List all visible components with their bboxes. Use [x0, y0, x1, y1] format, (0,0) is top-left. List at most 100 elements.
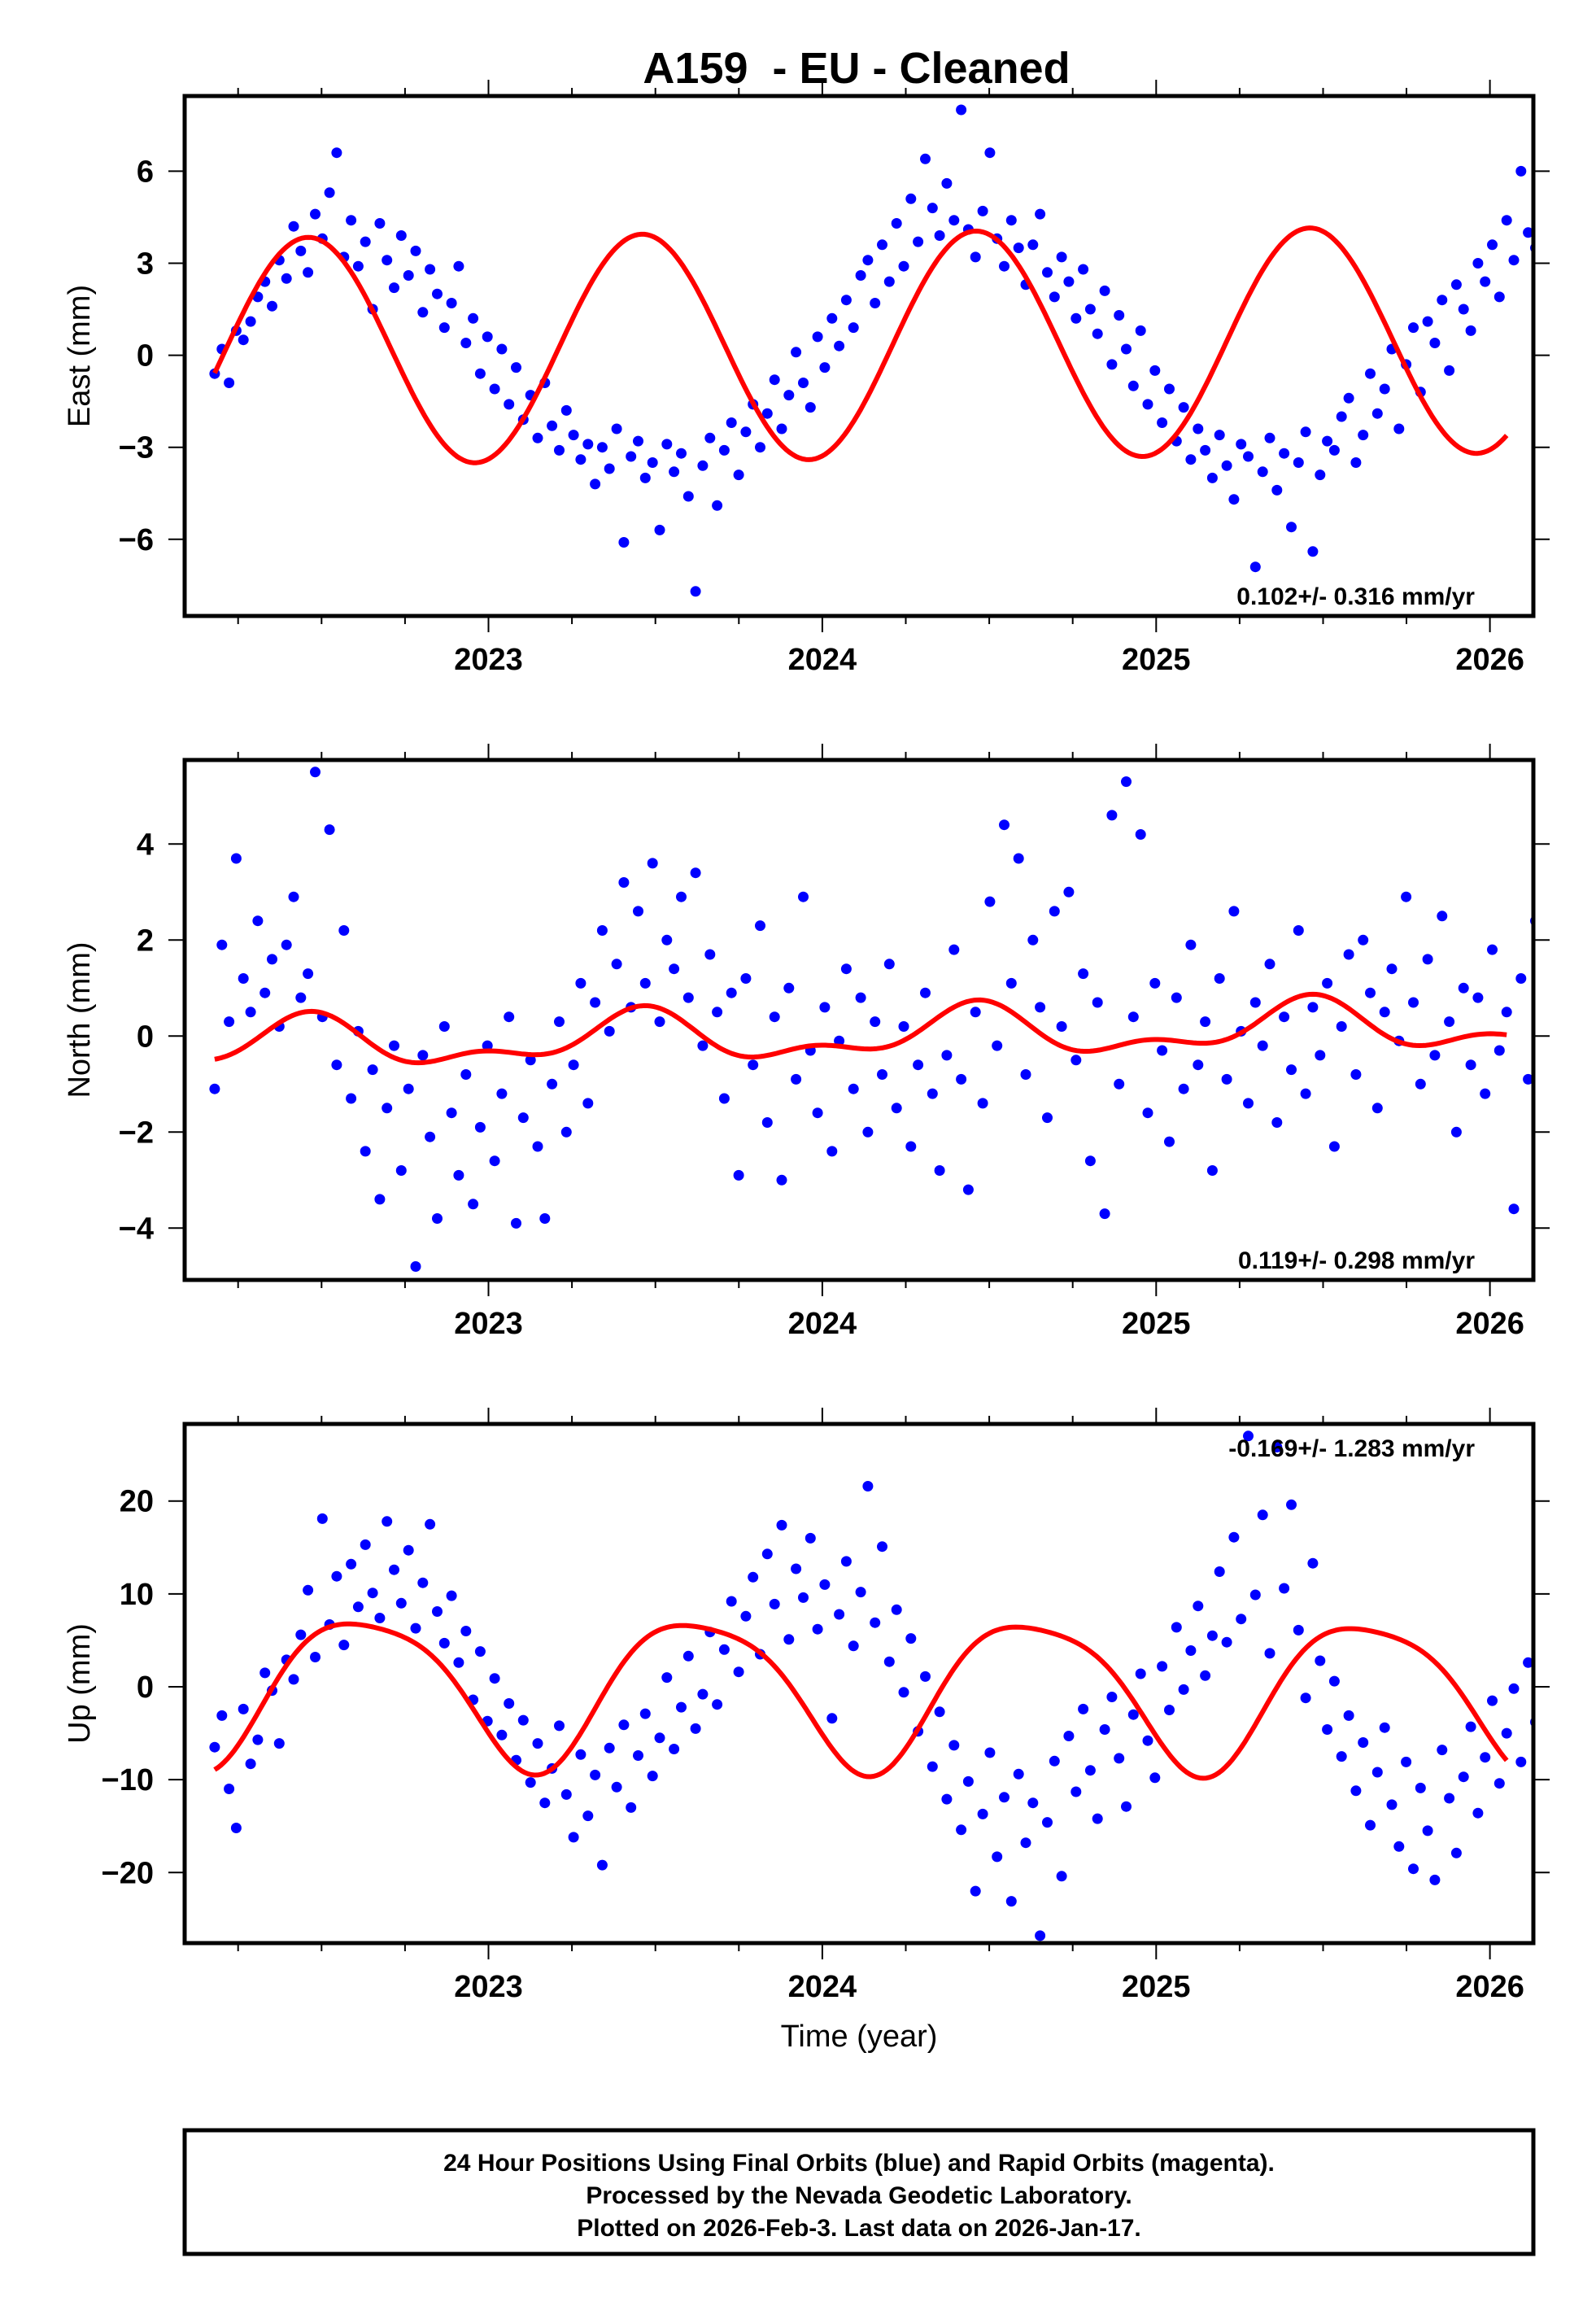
east-data-point: [1078, 264, 1089, 275]
east-rate-label: 0.102+/- 0.316 mm/yr: [1236, 583, 1475, 610]
up-data-point: [1472, 1807, 1484, 1819]
east-data-point: [891, 218, 902, 229]
up-data-point: [410, 1622, 421, 1634]
east-data-point: [661, 439, 673, 450]
east-data-point: [798, 378, 809, 388]
east-data-point: [1487, 239, 1498, 251]
up-data-point: [432, 1606, 443, 1617]
east-data-point: [288, 221, 299, 232]
north-data-point: [1515, 973, 1527, 984]
east-data-point: [654, 524, 665, 535]
up-data-point: [1279, 1583, 1290, 1594]
east-data-point: [1142, 399, 1153, 410]
east-data-point: [690, 586, 701, 597]
up-data-point: [1264, 1648, 1275, 1659]
up-data-point: [295, 1629, 307, 1640]
figure-title: A159 - EU - Cleaned: [643, 44, 1070, 93]
up-data-point: [1487, 1695, 1498, 1706]
up-data-point: [1106, 1692, 1118, 1702]
north-data-point: [776, 1174, 787, 1186]
east-data-point: [934, 230, 945, 241]
north-data-point: [1193, 1059, 1204, 1071]
north-data-point: [791, 1073, 802, 1085]
east-data-point: [755, 442, 765, 453]
east-data-point: [1465, 325, 1476, 336]
up-data-point: [898, 1687, 909, 1698]
north-data-point: [920, 987, 931, 998]
east-data-point: [1307, 546, 1319, 557]
east-data-point: [389, 282, 399, 294]
east-data-point: [432, 288, 443, 299]
north-data-point: [596, 925, 608, 936]
east-data-point: [776, 423, 787, 435]
north-data-point: [1078, 968, 1089, 980]
north-data-point: [1178, 1083, 1189, 1094]
up-data-point: [360, 1539, 371, 1550]
north-data-point: [1042, 1112, 1053, 1124]
y-tick-label: 0: [137, 1671, 154, 1705]
up-data-point: [496, 1729, 508, 1740]
up-data-point: [1200, 1670, 1211, 1681]
north-data-point: [1114, 1078, 1125, 1090]
north-data-point: [288, 891, 299, 902]
north-data-point: [468, 1199, 479, 1210]
north-data-point: [338, 925, 350, 936]
north-data-point: [1328, 1141, 1340, 1152]
up-data-point: [1099, 1724, 1110, 1735]
up-data-point: [1271, 1442, 1283, 1452]
north-data-point: [1185, 939, 1197, 950]
up-data-point: [460, 1626, 472, 1636]
north-data-point: [1322, 977, 1333, 989]
north-frame: [182, 758, 1536, 1282]
up-data-point: [948, 1740, 960, 1751]
x-tick-label: 2024: [788, 643, 857, 677]
up-data-point: [1429, 1874, 1441, 1885]
north-data-point: [941, 1050, 953, 1061]
north-data-point: [1401, 891, 1412, 902]
east-data-point: [870, 298, 881, 308]
up-data-point: [489, 1673, 500, 1684]
up-data-point: [611, 1781, 622, 1793]
footer-line-processed: Processed by the Nevada Geodetic Laborat…: [586, 2182, 1132, 2209]
east-data-point: [769, 374, 780, 386]
north-data-point: [726, 987, 737, 998]
north-data-point: [891, 1103, 902, 1114]
east-data-point: [504, 399, 515, 410]
north-data-point: [1508, 1203, 1520, 1215]
north-points: [209, 766, 1533, 1272]
north-data-point: [682, 992, 694, 1003]
north-data-point: [238, 973, 249, 984]
up-data-point: [338, 1640, 350, 1651]
up-data-point: [718, 1644, 730, 1655]
east-data-point: [1300, 426, 1311, 438]
north-data-point: [511, 1217, 521, 1229]
north-data-point: [1300, 1088, 1311, 1099]
north-data-point: [1106, 810, 1118, 821]
east-data-point: [1271, 484, 1283, 496]
up-data-point: [654, 1732, 665, 1744]
east-data-point: [1472, 258, 1484, 269]
north-data-point: [984, 896, 996, 907]
up-data-point: [1127, 1709, 1139, 1720]
up-data-point: [446, 1590, 457, 1601]
north-data-point: [704, 949, 716, 960]
up-data-point: [776, 1519, 787, 1531]
up-data-point: [1035, 1930, 1046, 1941]
up-data-point: [1193, 1601, 1204, 1612]
north-data-point: [1084, 1155, 1096, 1167]
up-data-point: [1508, 1683, 1520, 1694]
north-data-point: [1293, 925, 1304, 936]
east-data-point: [812, 331, 823, 343]
east-data-point: [395, 230, 407, 241]
north-data-point: [1164, 1136, 1175, 1147]
north-data-point: [1264, 959, 1275, 970]
north-data-point: [1480, 1088, 1491, 1099]
east-data-point: [805, 402, 816, 413]
up-data-point: [669, 1744, 680, 1754]
north-panel: 2023 2024 2025 2026 −4 −2 0 2 4 North (mm) 0.119+/…: [63, 744, 1550, 1341]
east-data-point: [1437, 295, 1448, 306]
north-data-point: [230, 853, 242, 864]
north-data-point: [1307, 1002, 1319, 1013]
east-data-point: [1200, 444, 1211, 456]
up-data-point: [927, 1761, 938, 1772]
